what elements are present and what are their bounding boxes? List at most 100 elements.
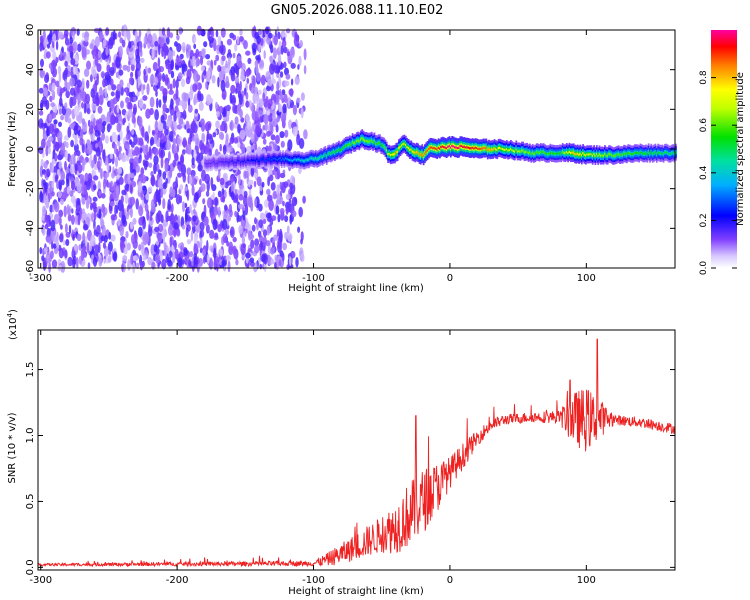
spectrogram-cell: [142, 254, 147, 261]
spectrogram-cell: [304, 160, 306, 162]
spectrogram-cell: [237, 141, 241, 148]
spectrogram-cell: [279, 172, 286, 179]
spectrogram-cell: [567, 152, 569, 155]
spectrogram-cell: [167, 198, 171, 211]
spectrogram-cell: [609, 153, 612, 156]
spectrogram-cell: [79, 177, 86, 186]
spectrogram-cell: [179, 155, 184, 167]
spectrogram-cell: [279, 71, 284, 78]
spectrogram-cell: [174, 152, 179, 162]
spectrogram-cell: [235, 161, 238, 164]
spectrogram-cell: [370, 139, 373, 142]
spectrogram-cell: [177, 72, 183, 80]
spectrogram-cell: [335, 150, 338, 152]
spectrogram-cell: [258, 89, 262, 95]
spectrogram-cell: [90, 234, 96, 247]
spectrogram-cell: [202, 249, 206, 257]
spectrogram-cell: [260, 74, 266, 86]
spectrogram-cell: [182, 63, 188, 72]
spectrogram-cell: [526, 150, 529, 153]
spectrogram-cell: [432, 147, 434, 150]
spectrogram-cell: [272, 168, 276, 176]
spectrogram-cell: [266, 225, 271, 236]
spectrogram-cell: [284, 215, 289, 223]
spectrogram-cell: [102, 38, 107, 47]
spectrogram-cell: [112, 251, 118, 262]
spectrogram-cell: [317, 157, 320, 160]
spectrogram-cell: [553, 152, 556, 155]
spectrogram-cell: [254, 111, 259, 121]
spectrogram-cell: [132, 255, 139, 262]
spectrogram-cell: [73, 105, 80, 117]
spectrogram-cell: [234, 116, 239, 125]
spectrogram-cell: [176, 143, 180, 153]
spectrogram-cell: [57, 154, 63, 161]
spectrogram-cell: [182, 201, 185, 213]
spectrogram-cell: [282, 46, 288, 54]
spectrogram-cell: [605, 154, 608, 157]
spectrogram-cell: [359, 138, 362, 141]
spectrogram-cell: [372, 141, 374, 144]
spectrogram-cell: [231, 191, 235, 201]
spectrogram-cell: [214, 196, 218, 207]
spectrogram-cell: [270, 134, 276, 141]
spectrogram-cell: [157, 234, 163, 243]
spectrogram-cell: [222, 219, 228, 230]
spectrogram-cell: [451, 144, 454, 147]
spectrogram-cell: [293, 158, 295, 161]
spectrogram-cell: [189, 132, 193, 143]
spectrogram-cell: [93, 209, 97, 221]
spectrogram-cell: [220, 27, 226, 38]
spectrogram-cell: [184, 212, 188, 223]
spectrogram-cell: [259, 160, 261, 163]
spectrogram-cell: [65, 239, 70, 246]
spectrogram-cell: [261, 181, 265, 188]
spectrogram-cell: [110, 91, 115, 97]
spectrogram-cell: [546, 153, 549, 155]
spectrogram-cell: [64, 67, 69, 76]
spectrogram-cell: [162, 120, 167, 130]
spectrogram-cell: [233, 161, 235, 164]
spectrogram-cell: [283, 61, 287, 68]
spectrogram-cell: [195, 58, 199, 68]
spectrogram-cell: [126, 144, 130, 151]
spectrogram-cell: [115, 56, 121, 69]
spectrogram-cell: [38, 110, 44, 116]
spectrogram-cell: [103, 151, 106, 164]
spectrogram-cell: [170, 98, 174, 110]
spectrogram-cell: [661, 152, 664, 155]
spectrogram-cell: [54, 141, 60, 152]
spectrogram-cell: [102, 209, 106, 218]
spectrogram-cell: [65, 149, 68, 161]
spectrogram-cell: [198, 101, 204, 112]
spectrogram-cell: [298, 138, 305, 149]
spectrogram-cell: [466, 146, 469, 149]
spectrogram-cell: [76, 79, 82, 88]
spectrogram-cell: [232, 245, 236, 256]
spectrogram-cell: [92, 184, 97, 191]
spectrogram-cell: [269, 217, 274, 226]
spectrogram-cell: [239, 28, 243, 36]
spectrogram-cell: [49, 204, 53, 213]
spectrogram-cell: [289, 159, 291, 161]
spectrogram-cell: [49, 123, 55, 135]
spectrogram-cell: [615, 154, 617, 157]
spectrogram-cell: [653, 152, 655, 155]
spectrogram-cell: [508, 149, 511, 152]
spectrogram-cell: [52, 204, 55, 213]
spectrogram-cell: [169, 83, 173, 92]
spectrogram-cell: [110, 214, 116, 221]
spectrogram-cell: [135, 262, 140, 269]
spectrogram-cell: [74, 135, 78, 146]
spectrogram-cell: [203, 70, 207, 76]
spectrogram-cell: [193, 243, 198, 256]
spectrogram-cell: [175, 176, 178, 189]
spectrogram-cell: [67, 126, 72, 138]
spectrogram-cell: [177, 172, 182, 178]
spectrogram-cell: [155, 188, 159, 200]
spectrogram-cell: [287, 232, 293, 242]
spectrogram-cell: [52, 243, 57, 249]
spectrogram-cell: [161, 46, 164, 58]
spectrogram-cell: [429, 146, 432, 149]
spectrogram-cell: [409, 148, 411, 151]
